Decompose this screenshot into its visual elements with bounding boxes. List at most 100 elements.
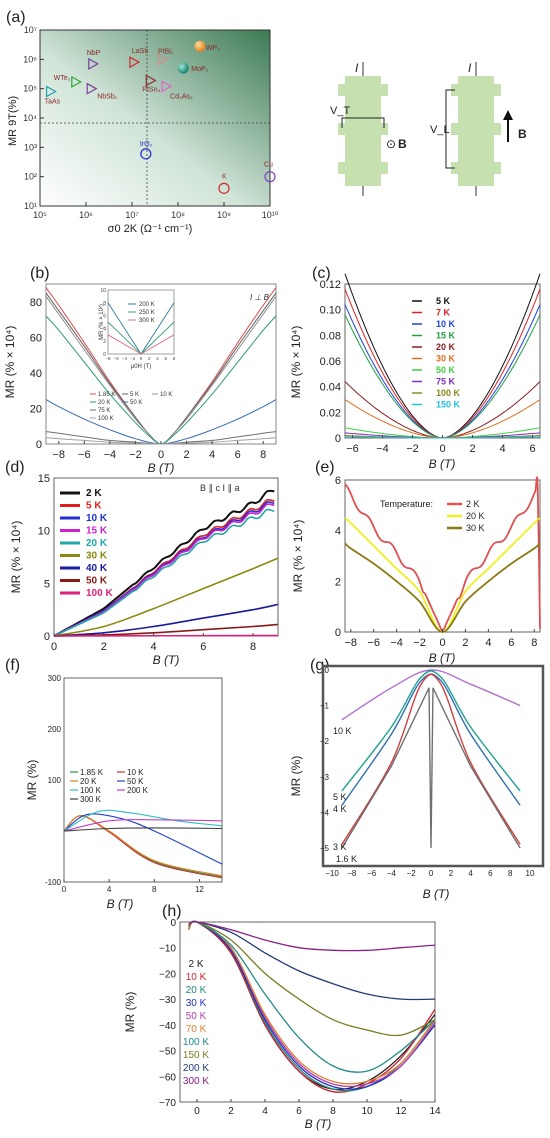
panel-d-annotation: B ∥ c I ∥ a: [200, 483, 240, 493]
legend-label-c: 7 K: [436, 308, 451, 318]
panel-c-y-tick-label: 0.10: [320, 305, 341, 317]
series-f-20-k: [63, 815, 223, 877]
schematic-b-label-1: B: [398, 137, 407, 151]
legend-label-c: 50 K: [436, 365, 456, 375]
panel-e-x-tick-label: 2: [462, 637, 468, 649]
panel-g-series: [341, 669, 521, 849]
panel-h-series: [187, 920, 436, 1093]
marker-ptbi: [157, 53, 169, 66]
panel-h-legend: 2 K 10 K 20 K 30 K 50 K 70 K 100 K 150 K 200 K 30…: [183, 959, 209, 1087]
series-d-50-k: [53, 623, 279, 637]
marker-iro: [140, 148, 152, 160]
panel-b-x-tick-label: 4: [209, 449, 215, 461]
panel-c-chart: −6 −4 −2 0 2 4 6 0 0.02 0.04 0.06 0.08 0.10 0.12 5 K 7…: [289, 273, 541, 471]
panel-c-y-tick-label: 0.12: [320, 279, 341, 291]
legend-label-c: 10 K: [436, 319, 456, 329]
curve-label-g: 4 K: [333, 804, 347, 814]
panel-e-y-tick-label: 0: [335, 627, 341, 639]
panel-c-frame: [344, 283, 541, 439]
panel-d-y-tick-label: 0: [44, 631, 50, 643]
panel-a-chart: 10⁷ 10⁶ 10⁵ 10⁴ 10³ 10² 10¹ 10⁵ 10⁶ 10⁷ 10⁸ 10⁹ 10¹…: [7, 25, 279, 235]
panel-g-y-label: MR (%): [289, 756, 303, 797]
panel-d-x-tick-label: 0: [51, 641, 57, 653]
series-b-inset-300-k: [107, 334, 175, 355]
panel-f-series: [63, 809, 223, 879]
legend-label-d: 40 K: [86, 563, 108, 574]
panel-a-y-ticks: 10⁷ 10⁶ 10⁵ 10⁴ 10³ 10² 10¹: [23, 25, 44, 211]
panel-a-schematic: I V_T ⊙ B I V_L B: [330, 61, 527, 196]
legend-label-h: 20 K: [186, 985, 207, 996]
panel-h-chart: 0 2 4 6 8 10 12 14 0 −10 −20 −30 −40 −50 −60 −70 2 K 10 …: [123, 918, 441, 1131]
panel-label-d: (d): [5, 459, 25, 476]
panel-a-x-tick-label: 10¹⁰: [262, 210, 279, 220]
panel-h-x-tick-label: 0: [194, 1106, 200, 1117]
legend-label-h: 50 K: [186, 1011, 207, 1022]
panel-h-y-tick-label: −30: [159, 995, 176, 1006]
panel-b-x-tick-label: −6: [78, 449, 91, 461]
panel-b-y-tick-label: 20: [30, 403, 42, 415]
panel-b-inset-x-tick-label: −2: [130, 356, 136, 361]
panel-f-frame: [63, 677, 223, 883]
marker-mop: [177, 62, 189, 74]
series-d-30-k: [53, 557, 279, 637]
panel-e-y-tick-label: 4: [335, 526, 341, 538]
panel-label-a: (a): [6, 9, 26, 26]
panel-f-x-tick-label: 8: [152, 885, 157, 894]
legend-label-h: 200 K: [183, 1063, 209, 1074]
panel-d-y-tick-label: 5: [44, 578, 50, 590]
panel-a-x-tick-label: 10⁶: [79, 210, 93, 220]
panel-label-c: (c): [312, 265, 331, 282]
panel-c-x-tick-label: 2: [469, 443, 475, 455]
series-f-100-k: [63, 809, 223, 832]
label-mop: MoP₂: [191, 66, 208, 73]
schematic-vl-label: V_L: [430, 124, 450, 136]
panel-g-y-tick-label: −5: [320, 844, 330, 853]
panel-b-inset-x-label: μ0H (T): [131, 364, 151, 370]
legend-label-d: 15 K: [86, 526, 108, 537]
legend-label-f: 10 K: [127, 768, 144, 777]
panel-label-f: (f): [5, 657, 20, 674]
panel-a-points: NbP LaSb PtBi₂ WP₂ MoP₂ WTe₂ NbSb₂ PtSn₄ Cd₃As₂ T…: [45, 40, 276, 194]
legend-label-c: 150 K: [436, 400, 461, 410]
panel-d-x-tick-label: 4: [150, 641, 156, 653]
panel-g-x-tick-label: 6: [488, 869, 493, 878]
panel-g-ticks: −10 −8 −6 −4 −2 0 2 4 6 8 10 0 −1 −2 −3 −4 −5: [320, 666, 535, 878]
legend-label-c: 15 K: [436, 331, 456, 341]
series-h-300-k: [188, 921, 436, 952]
legend-label-d: 10 K: [86, 513, 108, 524]
panel-b-inset-y-tick-label: 8: [103, 301, 106, 307]
panel-e-chart: −8 −6 −4 −2 0 2 4 6 8 0 2 4 6 Temperature: 2 K 20 K 30…: [291, 475, 541, 665]
panel-f-legend: 1.85 K 10 K 20 K 50 K 100 K 200 K 300 K: [70, 768, 149, 804]
panel-d-chart: 0 2 4 6 8 0 5 10 15 2 K 5 K10 K 15 K20 K 30 K40 K 50…: [9, 473, 279, 667]
schematic-current-label-2: I: [468, 61, 472, 75]
legend-label-c: 5 K: [436, 296, 451, 306]
panel-g-curve-labels: 10 K 5 K 4 K 3 K 1.6 K: [333, 726, 357, 864]
series-h-100-k: [188, 920, 436, 1073]
panel-e-legend-title: Temperature:: [380, 499, 433, 509]
legend-label-c: 30 K: [436, 354, 456, 364]
panel-d-y-label: MR (% × 10⁴): [9, 521, 23, 594]
panel-h-y-tick-label: −10: [159, 944, 176, 955]
legend-label-h: 150 K: [183, 1050, 209, 1061]
marker-taas: [46, 85, 57, 98]
panel-b-x-tick-label: 2: [183, 449, 189, 461]
curve-label-g: 3 K: [333, 842, 347, 852]
legend-label-f: 200 K: [127, 786, 149, 795]
hall-bar-longitudinal: [451, 76, 501, 186]
legend-label-b: 1.85 K: [98, 392, 115, 398]
panel-h-x-tick-label: 10: [361, 1106, 373, 1117]
panel-a-x-tick-label: 10⁸: [171, 210, 185, 220]
panel-labels: (a) (b) (c) (d) (e) (f) (g) (h): [5, 9, 335, 920]
panel-c-x-tick-label: −2: [406, 443, 419, 455]
legend-label-h: 100 K: [183, 1037, 209, 1048]
panel-a-y-tick-label: 10⁶: [23, 54, 37, 64]
panel-b-inset-y-tick-label: 6: [103, 314, 106, 320]
panel-b-x-tick-label: −8: [53, 449, 66, 461]
panel-c-x-tick-label: −4: [376, 443, 389, 455]
panel-e-y-label: MR (% × 10⁴): [291, 520, 305, 593]
panel-b-y-tick-label: 40: [30, 368, 42, 380]
panel-b-inset-x-tick-label: −4: [122, 356, 128, 361]
panel-b-inset-x-tick-label: 0: [140, 356, 143, 361]
